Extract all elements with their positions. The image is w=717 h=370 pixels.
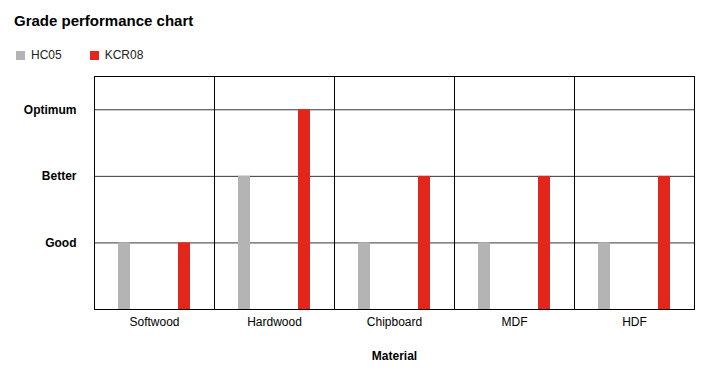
html-text:HC05: HC05 — [31, 48, 62, 62]
svg-text:Hardwood: Hardwood — [247, 315, 302, 329]
svg-text:Softwood: Softwood — [129, 315, 179, 329]
svg-text:MDF: MDF — [502, 315, 528, 329]
html-text:KCR08: KCR08 — [104, 48, 144, 62]
svg-text:Material: Material — [372, 349, 417, 363]
svg-text:HDF: HDF — [622, 315, 647, 329]
html-text:Grade performance chart: Grade performance chart — [14, 12, 194, 29]
svg-text:Good: Good — [45, 236, 76, 250]
svg-text:Optimum: Optimum — [24, 103, 77, 117]
svg-text:Chipboard: Chipboard — [367, 315, 422, 329]
svg-text:Better: Better — [42, 169, 77, 183]
